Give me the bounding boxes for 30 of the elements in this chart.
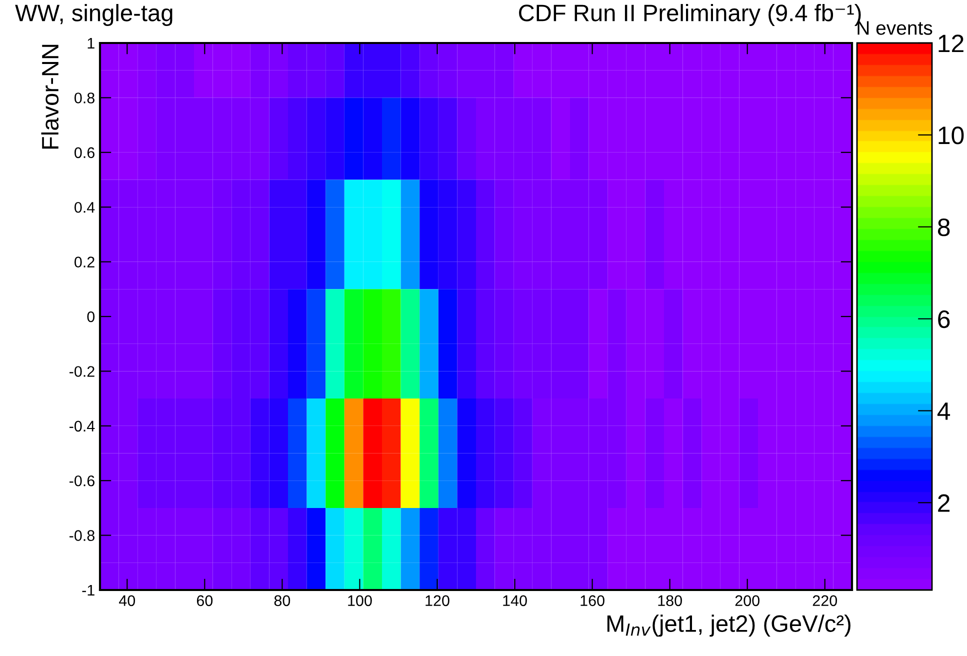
chart-title: WW, single-tag bbox=[15, 4, 172, 26]
x-tick-label: 80 bbox=[274, 595, 290, 606]
y-axis-title: Flavor-NN bbox=[41, 44, 59, 149]
y-tick-label: -0.4 bbox=[69, 420, 95, 432]
y-tick-label: 0 bbox=[87, 311, 95, 322]
y-tick-label: -1 bbox=[82, 585, 94, 596]
color-bar-label: 12 bbox=[938, 34, 964, 52]
x-tick-label: 120 bbox=[426, 595, 450, 606]
x-tick-label: 100 bbox=[348, 595, 372, 606]
color-bar-label: 8 bbox=[938, 218, 950, 236]
x-tick-label: 180 bbox=[658, 595, 682, 606]
x-tick-label: 60 bbox=[196, 595, 213, 606]
x-tick-label: 200 bbox=[735, 595, 760, 606]
y-tick-label: -0.6 bbox=[69, 475, 94, 486]
y-tick-label: 0.6 bbox=[74, 147, 94, 158]
x-tick-label: 140 bbox=[503, 595, 527, 606]
color-bar-label: 6 bbox=[938, 310, 950, 328]
y-tick-label: -0.8 bbox=[69, 530, 94, 541]
y-tick-label: 0.8 bbox=[74, 92, 94, 104]
x-tick-label: 160 bbox=[580, 595, 604, 606]
color-bar-label: 10 bbox=[938, 126, 964, 144]
y-tick-label: -0.2 bbox=[69, 366, 94, 377]
color-bar-label: 4 bbox=[937, 402, 950, 420]
x-axis-title: M$_{Inv}$(jet1, jet2) (GeV/c²) bbox=[607, 614, 850, 637]
y-tick-label: 0.4 bbox=[74, 202, 95, 213]
y-tick-label: 0.2 bbox=[74, 256, 94, 268]
x-tick-label: 40 bbox=[118, 595, 136, 606]
x-tick-label: 220 bbox=[812, 595, 838, 606]
y-tick-label: 1 bbox=[88, 38, 94, 49]
color-bar-label: 2 bbox=[938, 494, 950, 512]
